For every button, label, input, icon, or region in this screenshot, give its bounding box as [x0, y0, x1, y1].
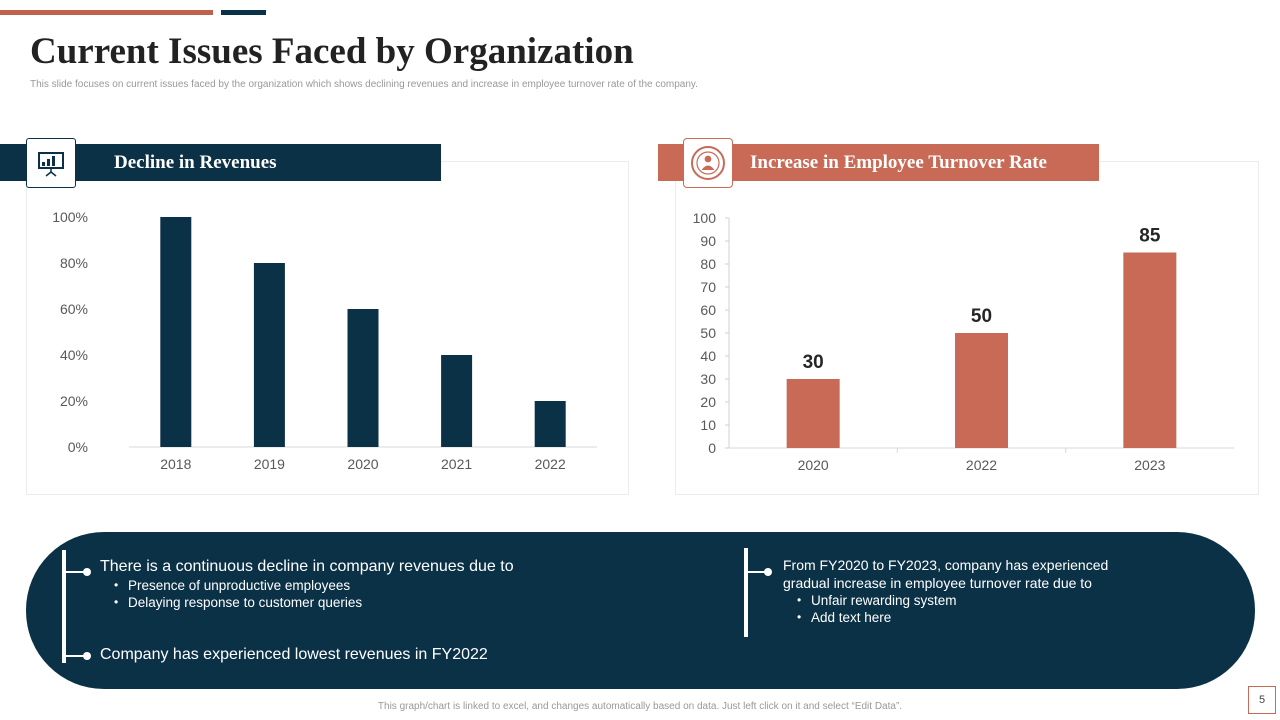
x-tick-label: 2021	[441, 456, 472, 472]
y-tick-label: 80	[700, 256, 716, 272]
bar	[253, 263, 285, 447]
employee-circle-icon	[683, 138, 733, 188]
bar	[534, 401, 566, 447]
presentation-board-icon	[26, 138, 76, 188]
summary-left-tick-2	[66, 655, 84, 657]
summary-right-subitem: Add text here	[795, 609, 957, 626]
summary-left-point-1: There is a continuous decline in company…	[100, 558, 514, 575]
y-tick-label: 10	[700, 417, 716, 433]
y-tick-label: 0%	[68, 439, 88, 455]
bar	[160, 217, 192, 447]
revenue-panel-header-label: Decline in Revenues	[114, 151, 277, 173]
page-number: 5	[1248, 686, 1276, 714]
data-label: 30	[803, 352, 824, 373]
summary-box: There is a continuous decline in company…	[26, 532, 1255, 689]
x-tick-label: 2018	[160, 456, 191, 472]
y-tick-label: 80%	[60, 255, 88, 271]
page-title: Current Issues Faced by Organization	[30, 31, 634, 72]
y-tick-label: 30	[700, 371, 716, 387]
y-tick-label: 0	[708, 440, 716, 456]
y-tick-label: 60	[700, 302, 716, 318]
turnover-panel-header-label: Increase in Employee Turnover Rate	[750, 151, 1047, 173]
summary-left-dot-1	[83, 568, 91, 576]
x-tick-label: 2019	[254, 456, 285, 472]
y-tick-label: 60%	[60, 301, 88, 317]
page-subtitle: This slide focuses on current issues fac…	[30, 79, 698, 90]
summary-right-subitem: Unfair rewarding system	[795, 592, 957, 609]
x-tick-label: 2020	[347, 456, 378, 472]
data-label: 85	[1139, 226, 1161, 247]
bar	[347, 309, 379, 447]
summary-right-sublist: Unfair rewarding system Add text here	[795, 592, 957, 626]
footer-note: This graph/chart is linked to excel, and…	[377, 701, 903, 712]
summary-right-tick	[748, 571, 766, 573]
y-tick-label: 100%	[52, 209, 88, 225]
y-tick-label: 50	[700, 325, 716, 341]
summary-right-dot	[764, 568, 772, 576]
bar	[786, 379, 840, 448]
bar	[955, 333, 1008, 448]
top-accent-bar-rust	[0, 10, 213, 15]
summary-left-subitem: Presence of unproductive employees	[112, 577, 362, 594]
y-tick-label: 40	[700, 348, 716, 364]
summary-left-point-2: Company has experienced lowest revenues …	[100, 646, 488, 663]
summary-right-point-line-1: From FY2020 to FY2023, company has exper…	[783, 557, 1109, 573]
x-tick-label: 2022	[535, 456, 566, 472]
summary-left-dot-2	[83, 652, 91, 660]
summary-left-tick-1	[66, 571, 84, 573]
bar	[441, 355, 473, 447]
x-tick-label: 2020	[798, 457, 829, 473]
summary-left-divider	[62, 550, 66, 663]
y-tick-label: 20%	[60, 393, 88, 409]
summary-left-subitem: Delaying response to customer queries	[112, 594, 362, 611]
data-label: 50	[971, 306, 992, 327]
summary-right-point-line-2: gradual increase in employee turnover ra…	[783, 575, 1092, 591]
summary-left-sublist: Presence of unproductive employees Delay…	[112, 577, 362, 611]
bar	[1123, 252, 1177, 448]
top-accent-bar-navy	[221, 10, 266, 15]
y-tick-label: 70	[700, 279, 716, 295]
revenue-bar-chart: 0% 20% 40% 60% 80% 100% 2018 2019 2020 2021 2022	[52, 209, 597, 472]
revenue-chart-panel	[26, 161, 629, 495]
y-tick-label: 90	[700, 233, 716, 249]
y-tick-label: 40%	[60, 347, 88, 363]
y-tick-label: 100	[693, 210, 717, 226]
x-tick-label: 2023	[1134, 457, 1165, 473]
turnover-bar-chart: 0 10 20 30 40 50 60 70 80 90 100 2020 30 2022 50 2023 85	[693, 210, 1234, 473]
y-tick-label: 20	[700, 394, 716, 410]
summary-right-divider	[744, 548, 748, 637]
x-tick-label: 2022	[966, 457, 997, 473]
